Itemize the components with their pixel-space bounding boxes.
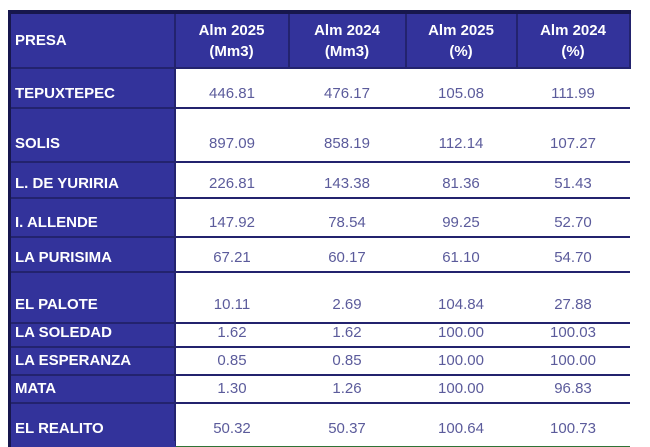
value-cell: 897.09 xyxy=(174,108,289,163)
value-cell: 226.81 xyxy=(174,162,289,199)
presa-name-cell: TEPUXTEPEC xyxy=(8,68,176,109)
table-row-tepuxtepec: TEPUXTEPEC 446.81 476.17 105.08 111.99 xyxy=(8,68,630,109)
table-row-purisima: LA PURISIMA 67.21 60.17 61.10 54.70 xyxy=(8,237,630,273)
column-header-alm2025-pct: Alm 2025 (%) xyxy=(405,10,518,69)
value-cell: 99.25 xyxy=(405,198,517,238)
value-cell: 143.38 xyxy=(288,162,406,199)
value-cell: 96.83 xyxy=(516,375,630,404)
table-row-soledad: LA SOLEDAD 1.62 1.62 100.00 100.03 xyxy=(8,323,630,348)
value-cell: 52.70 xyxy=(516,198,630,238)
header-line1: Alm 2025 xyxy=(428,21,494,39)
presa-name-cell: MATA xyxy=(8,375,176,404)
value-cell: 104.84 xyxy=(405,272,517,324)
value-cell: 0.85 xyxy=(174,347,289,376)
value-cell: 100.00 xyxy=(405,323,517,348)
column-header-alm2024-mm3: Alm 2024 (Mm3) xyxy=(288,10,407,69)
value-cell: 1.62 xyxy=(174,323,289,348)
presa-name-cell: LA PURISIMA xyxy=(8,237,176,273)
value-cell: 100.03 xyxy=(516,323,630,348)
table-row-allende: I. ALLENDE 147.92 78.54 99.25 52.70 xyxy=(8,198,630,238)
table-row-esperanza: LA ESPERANZA 0.85 0.85 100.00 100.00 xyxy=(8,347,630,376)
value-cell: 100.64 xyxy=(405,403,517,447)
value-cell: 10.11 xyxy=(174,272,289,324)
value-cell: 1.26 xyxy=(288,375,406,404)
value-cell: 2.69 xyxy=(288,272,406,324)
header-line1: Alm 2024 xyxy=(540,21,606,39)
value-cell: 476.17 xyxy=(288,68,406,109)
table-row-mata: MATA 1.30 1.26 100.00 96.83 xyxy=(8,375,630,404)
header-row: PRESA Alm 2025 (Mm3) Alm 2024 (Mm3) Alm … xyxy=(8,10,631,69)
presa-name-cell: L. DE YURIRIA xyxy=(8,162,176,199)
value-cell: 0.85 xyxy=(288,347,406,376)
presa-name-cell: EL REALITO xyxy=(8,403,176,447)
header-line2: (Mm3) xyxy=(324,42,370,60)
header-line2: (Mm3) xyxy=(209,42,254,60)
dam-storage-table: PRESA Alm 2025 (Mm3) Alm 2024 (Mm3) Alm … xyxy=(8,10,631,447)
table-body: TEPUXTEPEC 446.81 476.17 105.08 111.99 S… xyxy=(8,68,630,447)
value-cell: 51.43 xyxy=(516,162,630,199)
value-cell: 107.27 xyxy=(516,108,630,163)
header-line2: (%) xyxy=(561,42,585,60)
value-cell: 111.99 xyxy=(516,68,630,109)
value-cell: 100.00 xyxy=(516,347,630,376)
column-header-alm2024-pct: Alm 2024 (%) xyxy=(516,10,631,69)
value-cell: 105.08 xyxy=(405,68,517,109)
value-cell: 100.00 xyxy=(405,347,517,376)
value-cell: 27.88 xyxy=(516,272,630,324)
table-header: PRESA Alm 2025 (Mm3) Alm 2024 (Mm3) Alm … xyxy=(8,10,631,69)
first-column-cropped-continuation xyxy=(8,441,175,447)
value-cell: 100.00 xyxy=(405,375,517,404)
value-cell: 67.21 xyxy=(174,237,289,273)
presa-name-cell: LA ESPERANZA xyxy=(8,347,176,376)
value-cell: 100.73 xyxy=(516,403,630,447)
presa-name-cell: I. ALLENDE xyxy=(8,198,176,238)
value-cell: 50.37 xyxy=(288,403,406,447)
value-cell: 147.92 xyxy=(174,198,289,238)
table-row-solis: SOLIS 897.09 858.19 112.14 107.27 xyxy=(8,108,630,163)
value-cell: 112.14 xyxy=(405,108,517,163)
table-row-yuriria: L. DE YURIRIA 226.81 143.38 81.36 51.43 xyxy=(8,162,630,199)
header-line2: (%) xyxy=(449,42,473,60)
value-cell: 50.32 xyxy=(174,403,289,447)
header-line1: Alm 2025 xyxy=(198,21,265,39)
value-cell: 78.54 xyxy=(288,198,406,238)
value-cell: 858.19 xyxy=(288,108,406,163)
header-line1: Alm 2024 xyxy=(314,21,380,39)
column-header-presa: PRESA xyxy=(8,10,176,69)
table-row-realito: EL REALITO 50.32 50.37 100.64 100.73 xyxy=(8,403,630,447)
value-cell: 61.10 xyxy=(405,237,517,273)
value-cell: 1.62 xyxy=(288,323,406,348)
value-cell: 1.30 xyxy=(174,375,289,404)
value-cell: 60.17 xyxy=(288,237,406,273)
table-row-palote: EL PALOTE 10.11 2.69 104.84 27.88 xyxy=(8,272,630,324)
value-cell: 81.36 xyxy=(405,162,517,199)
column-header-alm2025-mm3: Alm 2025 (Mm3) xyxy=(174,10,290,69)
value-cell: 54.70 xyxy=(516,237,630,273)
value-cell: 446.81 xyxy=(174,68,289,109)
presa-name-cell: EL PALOTE xyxy=(8,272,176,324)
presa-name-cell: LA SOLEDAD xyxy=(8,323,176,348)
presa-name-cell: SOLIS xyxy=(8,108,176,163)
